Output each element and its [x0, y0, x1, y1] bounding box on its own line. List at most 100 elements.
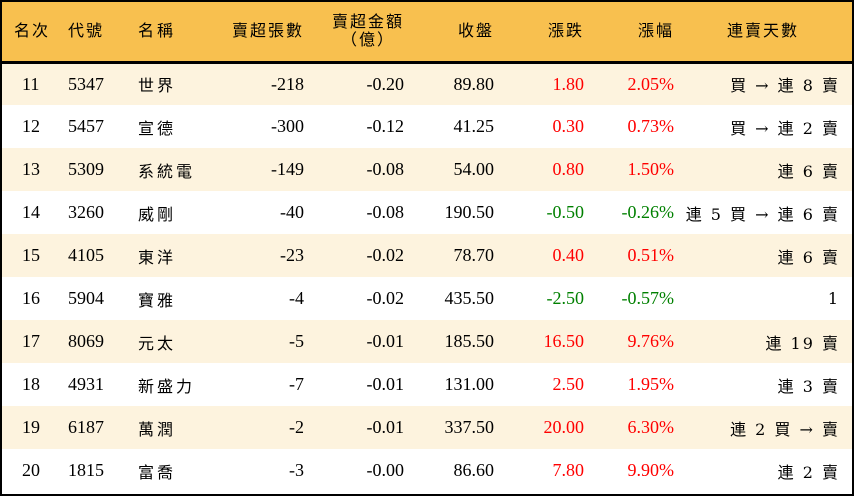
table-header-row: 名次 代號 名稱 賣超張數 賣超金額 （億） 收盤 漲跌 漲幅 連賣天數: [2, 2, 852, 64]
cell-rank: 12: [22, 116, 40, 136]
cell-code: 4931: [68, 374, 104, 394]
cell-change-pct: -0.57%: [621, 288, 675, 308]
table-row: 12 5457 宣德 -300 -0.12 41.25 0.30 0.73% 買…: [2, 105, 852, 148]
cell-change-pct: 9.76%: [627, 331, 675, 351]
cell-rank: 15: [22, 245, 40, 265]
cell-change: 16.50: [543, 331, 585, 351]
cell-streak: 1: [827, 289, 840, 308]
header-net-sell-amount-line1: 賣超金額: [331, 12, 404, 32]
table-row: 17 8069 元太 -5 -0.01 185.50 16.50 9.76% 連…: [2, 320, 852, 363]
cell-streak: 連 6 賣: [777, 247, 840, 267]
cell-close: 337.50: [444, 417, 495, 437]
table-row: 18 4931 新盛力 -7 -0.01 131.00 2.50 1.95% 連…: [2, 363, 852, 406]
cell-amount: -0.02: [366, 245, 405, 265]
table-row: 13 5309 系統電 -149 -0.08 54.00 0.80 1.50% …: [2, 148, 852, 191]
header-rank: 名次: [2, 2, 60, 64]
cell-change: 0.80: [552, 159, 585, 179]
cell-name: 萬潤: [138, 419, 177, 439]
cell-streak: 連 6 賣: [777, 161, 840, 181]
table-body: 11 5347 世界 -218 -0.20 89.80 1.80 2.05% 買…: [2, 62, 852, 492]
cell-lots: -4: [289, 288, 304, 308]
cell-close: 131.00: [444, 374, 495, 394]
table-row: 15 4105 東洋 -23 -0.02 78.70 0.40 0.51% 連 …: [2, 234, 852, 277]
cell-rank: 14: [22, 202, 40, 222]
cell-change-pct: 1.95%: [627, 374, 675, 394]
cell-amount: -0.01: [366, 417, 405, 437]
cell-change-pct: 1.50%: [627, 159, 675, 179]
header-net-sell-amount: 賣超金額 （億）: [304, 2, 404, 64]
header-net-sell-lots: 賣超張數: [220, 2, 304, 64]
cell-code: 5347: [68, 73, 104, 94]
cell-change: 1.80: [552, 73, 585, 94]
cell-amount: -0.01: [366, 331, 405, 351]
cell-rank: 11: [22, 73, 40, 94]
cell-code: 4105: [68, 245, 104, 265]
cell-lots: -218: [271, 73, 304, 94]
cell-code: 5309: [68, 159, 104, 179]
table-row: 14 3260 威剛 -40 -0.08 190.50 -0.50 -0.26%…: [2, 191, 852, 234]
cell-change: 0.30: [552, 116, 585, 136]
cell-name: 威剛: [138, 204, 177, 224]
cell-rank: 13: [22, 159, 40, 179]
table-row: 19 6187 萬潤 -2 -0.01 337.50 20.00 6.30% 連…: [2, 406, 852, 449]
cell-lots: -40: [280, 202, 304, 222]
cell-amount: -0.12: [366, 116, 405, 136]
cell-code: 5457: [68, 116, 104, 136]
cell-amount: -0.08: [366, 159, 405, 179]
cell-amount: -0.20: [366, 73, 405, 94]
cell-streak: 買 → 連 8 賣: [730, 76, 840, 96]
cell-close: 86.60: [453, 460, 495, 480]
cell-amount: -0.08: [366, 202, 405, 222]
cell-amount: -0.00: [366, 460, 405, 480]
cell-lots: -7: [289, 374, 304, 394]
cell-close: 41.25: [453, 116, 495, 136]
cell-streak: 買 → 連 2 賣: [730, 118, 840, 138]
cell-change-pct: 0.51%: [627, 245, 675, 265]
cell-streak: 連 5 買 → 連 6 賣: [685, 204, 840, 224]
cell-streak: 連 19 賣: [765, 333, 840, 353]
header-close: 收盤: [404, 2, 494, 64]
cell-rank: 20: [22, 460, 40, 480]
cell-close: 54.00: [453, 159, 495, 179]
cell-close: 435.50: [444, 288, 495, 308]
cell-rank: 17: [22, 331, 40, 351]
header-name: 名稱: [130, 2, 220, 64]
cell-change-pct: 6.30%: [627, 417, 675, 437]
cell-close: 185.50: [444, 331, 495, 351]
cell-name: 元太: [138, 333, 177, 353]
cell-streak: 連 3 賣: [777, 376, 840, 396]
cell-change: 0.40: [552, 245, 585, 265]
cell-lots: -2: [289, 417, 304, 437]
cell-code: 1815: [68, 460, 104, 480]
cell-code: 6187: [68, 417, 104, 437]
cell-lots: -3: [289, 460, 304, 480]
cell-name: 新盛力: [138, 376, 196, 396]
cell-change-pct: -0.26%: [621, 202, 675, 222]
cell-lots: -149: [271, 159, 304, 179]
table-row: 20 1815 富喬 -3 -0.00 86.60 7.80 9.90% 連 2…: [2, 449, 852, 492]
cell-name: 富喬: [138, 462, 177, 482]
cell-change-pct: 0.73%: [627, 116, 675, 136]
cell-streak: 連 2 買 → 賣: [730, 419, 840, 439]
cell-name: 寶雅: [138, 290, 177, 310]
header-change-pct: 漲幅: [584, 2, 674, 64]
cell-lots: -23: [280, 245, 304, 265]
cell-name: 宣德: [138, 118, 177, 138]
cell-lots: -300: [271, 116, 304, 136]
table-row: 16 5904 寶雅 -4 -0.02 435.50 -2.50 -0.57% …: [2, 277, 852, 320]
cell-code: 3260: [68, 202, 104, 222]
header-streak: 連賣天數: [674, 2, 852, 64]
cell-change: 2.50: [552, 374, 585, 394]
cell-close: 190.50: [444, 202, 495, 222]
cell-name: 系統電: [138, 161, 196, 181]
cell-rank: 19: [22, 417, 40, 437]
cell-close: 89.80: [453, 73, 495, 94]
header-net-sell-amount-line2: （億）: [340, 30, 395, 50]
cell-close: 78.70: [453, 245, 495, 265]
cell-amount: -0.01: [366, 374, 405, 394]
cell-change: -2.50: [546, 288, 585, 308]
cell-streak: 連 2 賣: [777, 462, 840, 482]
cell-change: -0.50: [546, 202, 585, 222]
